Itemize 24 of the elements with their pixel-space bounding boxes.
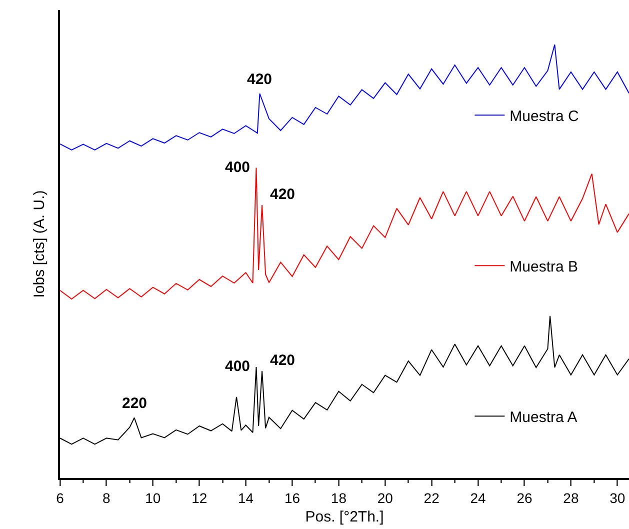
- legend-label: Muestra C: [510, 108, 580, 126]
- x-tick-label: 26: [516, 490, 532, 506]
- legend-label: Muestra A: [510, 409, 578, 426]
- x-tick-label: 20: [377, 490, 394, 506]
- x-tick-label: 16: [284, 490, 300, 506]
- x-tick-label: 24: [470, 490, 486, 506]
- x-tick-label: 30: [610, 490, 626, 506]
- x-axis-title: Pos. [°2Th.]: [305, 508, 384, 526]
- x-tick-label: 28: [563, 490, 579, 506]
- y-axis-title: Iobs [cts] (A. U.): [30, 190, 48, 298]
- annotation: 420: [270, 352, 296, 369]
- legend-label: Muestra B: [510, 258, 578, 276]
- annotation: 400: [225, 358, 250, 375]
- x-tick-label: 14: [238, 490, 254, 506]
- x-tick-label: 6: [56, 490, 64, 506]
- x-tick-label: 10: [145, 490, 161, 506]
- x-tick-label: 22: [424, 490, 440, 506]
- annotation: 420: [270, 186, 296, 203]
- x-tick-label: 8: [102, 490, 111, 506]
- annotation: 400: [225, 159, 250, 176]
- annotation: 420: [247, 71, 272, 88]
- annotation: 220: [122, 395, 148, 412]
- x-tick-label: 18: [330, 490, 347, 506]
- x-tick-label: 12: [192, 490, 208, 506]
